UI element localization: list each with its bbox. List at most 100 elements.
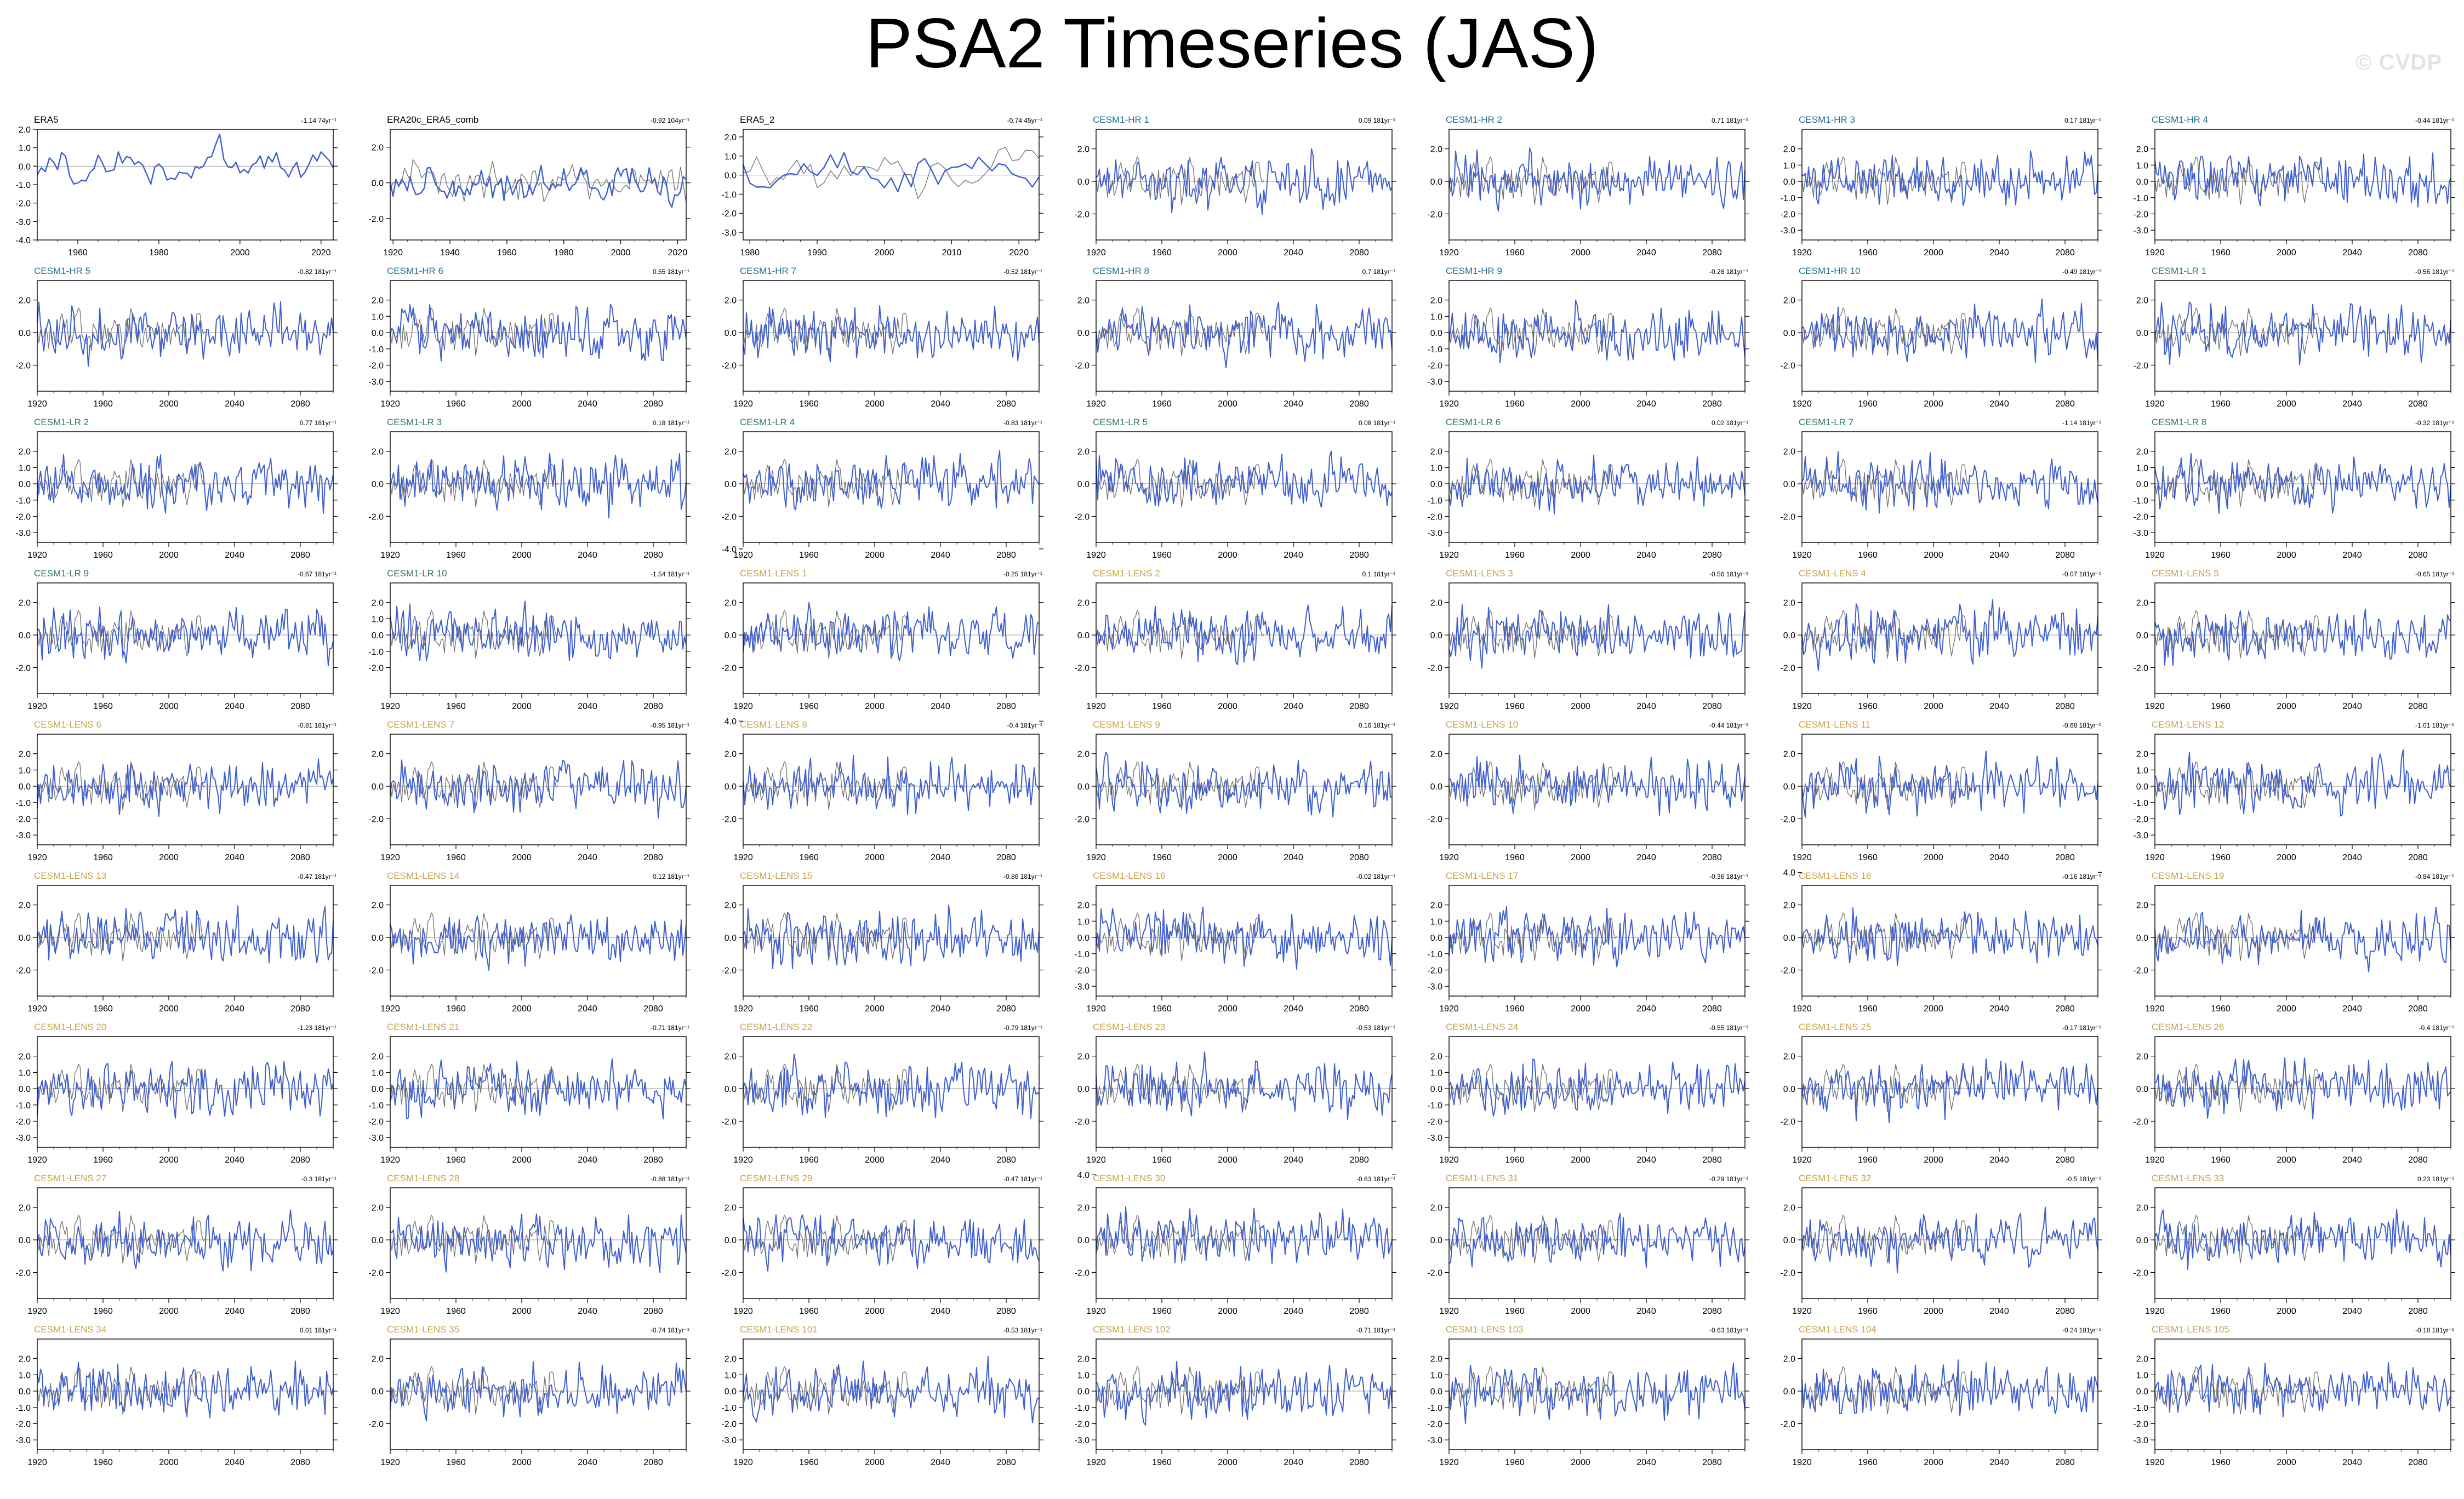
x-tick-label: 2080 xyxy=(2055,1307,2075,1316)
x-tick-label: 2000 xyxy=(1571,399,1590,409)
y-tick-label: -2.0 xyxy=(1780,512,1795,522)
model-series-line xyxy=(390,914,687,971)
x-tick-label: 2040 xyxy=(2342,702,2362,711)
y-tick-label: -2.0 xyxy=(1427,663,1442,673)
panel: CESM1-HR 3 0.17 181yr⁻¹ 1920 1960 2000 2040 20… xyxy=(1780,115,2102,258)
y-tick-label: 1.0 xyxy=(725,1371,737,1380)
model-series-line xyxy=(743,305,1040,363)
y-tick-label: 2.0 xyxy=(1077,296,1090,306)
x-tick-label: 1920 xyxy=(2145,702,2165,711)
x-tick-label: 2020 xyxy=(668,248,688,258)
panel: CESM1-LENS 9 0.16 181yr⁻¹ 1920 1960 2000 2040… xyxy=(1074,719,1396,862)
trend-label: 0.01 181yr⁻¹ xyxy=(300,1326,336,1334)
trend-label: 0.16 181yr⁻¹ xyxy=(1359,722,1395,729)
y-tick-label: 2.0 xyxy=(1430,145,1442,155)
y-tick-label: 0.0 xyxy=(1077,1085,1090,1094)
plot-frame xyxy=(1801,885,2098,997)
x-tick-label: 1980 xyxy=(740,248,760,258)
y-tick-label: 2.0 xyxy=(19,125,31,135)
x-tick-label: 2000 xyxy=(1218,1458,1237,1467)
observed-series-line xyxy=(742,152,1040,193)
panel-title: CESM1-HR 8 xyxy=(1093,266,1149,276)
y-tick-label: -1.0 xyxy=(368,648,384,657)
panel: CESM1-LENS 104 -0.24 181yr⁻¹ 1920 1960 2000 2… xyxy=(1780,1324,2102,1467)
model-series-line xyxy=(2154,453,2451,514)
x-tick-label: 2040 xyxy=(931,702,950,711)
panel-title: CESM1-HR 6 xyxy=(387,266,443,276)
trend-label: -0.49 181yr⁻¹ xyxy=(2062,268,2101,276)
x-tick-label: 2000 xyxy=(865,702,885,711)
plot-frame xyxy=(743,582,1040,694)
x-tick-label: 2000 xyxy=(512,1004,532,1014)
y-tick-label: 2.0 xyxy=(372,448,384,457)
x-tick-label: 2000 xyxy=(1571,1004,1590,1014)
y-tick-label: 2.0 xyxy=(1783,145,1795,155)
y-tick-label: 2.0 xyxy=(1077,145,1090,155)
x-tick-label: 1960 xyxy=(799,1004,819,1014)
y-tick-label: 2.0 xyxy=(1430,599,1442,608)
y-tick-label: 1.0 xyxy=(372,1068,384,1078)
y-tick-label: 2.0 xyxy=(1783,599,1795,608)
y-tick-label: -1.0 xyxy=(2133,496,2148,506)
panel: CESM1-LR 1 -0.56 181yr⁻¹ 1920 1960 2000 2040 2… xyxy=(2133,266,2455,409)
x-tick-label: 1920 xyxy=(2145,1458,2165,1467)
x-tick-label: 2040 xyxy=(1989,702,2009,711)
x-tick-label: 1960 xyxy=(1505,1307,1525,1316)
plot-frame xyxy=(37,1187,334,1299)
x-tick-label: 1960 xyxy=(2211,1004,2231,1014)
reference-series-line xyxy=(1448,1063,1617,1112)
y-tick-label: 0.0 xyxy=(1077,934,1090,943)
panel-title: CESM1-LENS 101 xyxy=(740,1324,818,1335)
y-tick-label: 2.0 xyxy=(19,1052,31,1062)
x-tick-label: 2000 xyxy=(2277,248,2296,258)
x-tick-label: 2040 xyxy=(931,551,950,560)
x-tick-label: 2080 xyxy=(1702,551,1722,560)
x-tick-label: 2040 xyxy=(225,1307,244,1316)
x-tick-label: 2080 xyxy=(1702,1004,1722,1014)
x-tick-label: 2000 xyxy=(512,399,532,409)
panel: CESM1-LR 10 -1.54 181yr⁻¹ 1920 1960 2000 2040… xyxy=(368,568,691,711)
panel-title: CESM1-LENS 26 xyxy=(2152,1022,2224,1032)
y-tick-label: 0.0 xyxy=(19,329,31,338)
x-tick-label: 2040 xyxy=(225,1458,244,1467)
plot-frame xyxy=(1096,1187,1393,1299)
x-tick-label: 2080 xyxy=(2408,1004,2428,1014)
y-tick-label: 0.0 xyxy=(19,1236,31,1245)
y-tick-label: 0.0 xyxy=(1430,782,1442,792)
panel-title: CESM1-LENS 23 xyxy=(1093,1022,1165,1032)
y-tick-label: 1.0 xyxy=(1430,312,1442,322)
x-tick-label: 1960 xyxy=(93,399,113,409)
trend-label: -0.29 181yr⁻¹ xyxy=(1709,1175,1748,1183)
y-tick-label: 2.0 xyxy=(725,296,737,306)
y-tick-label: 0.0 xyxy=(1783,1085,1795,1094)
y-tick-label: 2.0 xyxy=(372,144,384,153)
panel-title: CESM1-LR 6 xyxy=(1446,417,1501,427)
x-tick-label: 2040 xyxy=(1284,1458,1303,1467)
y-tick-label: 2.0 xyxy=(1783,901,1795,911)
x-tick-label: 2040 xyxy=(225,1004,244,1014)
panel-title: CESM1-LENS 14 xyxy=(387,871,459,881)
y-tick-label: 0.0 xyxy=(1783,1387,1795,1397)
y-tick-label: -3.0 xyxy=(1074,982,1090,992)
y-tick-label: 4.0 xyxy=(1783,868,1795,878)
x-tick-label: 1920 xyxy=(1439,1004,1459,1014)
trend-label: 0.02 181yr⁻¹ xyxy=(1712,419,1748,427)
y-tick-label: -1.0 xyxy=(368,345,384,354)
x-tick-label: 1920 xyxy=(733,551,753,560)
y-tick-label: -1.0 xyxy=(2133,1404,2148,1413)
y-tick-label: 0.0 xyxy=(372,329,384,338)
x-tick-label: 2000 xyxy=(1571,1155,1590,1165)
x-tick-label: 1920 xyxy=(1439,702,1459,711)
x-tick-label: 2000 xyxy=(875,248,894,258)
panel-title: ERA5 xyxy=(34,115,58,125)
y-tick-label: -2.0 xyxy=(2133,361,2148,370)
reference-series-line xyxy=(1096,1366,1264,1415)
trend-label: -1.14 181yr⁻¹ xyxy=(2062,419,2101,427)
y-tick-label: 0.0 xyxy=(1430,480,1442,489)
trend-label: -0.3 181yr⁻¹ xyxy=(301,1175,336,1183)
panel: ERA5 -1.14 74yr⁻¹ 1960 1980 2000 2020 2.0 1.0 0.… xyxy=(15,115,338,258)
panel-title: CESM1-LENS 103 xyxy=(1446,1324,1524,1335)
panel-title: CESM1-LENS 10 xyxy=(1446,719,1518,730)
reference-series-line xyxy=(743,146,1040,199)
y-tick-label: 4.0 xyxy=(1077,1171,1090,1180)
